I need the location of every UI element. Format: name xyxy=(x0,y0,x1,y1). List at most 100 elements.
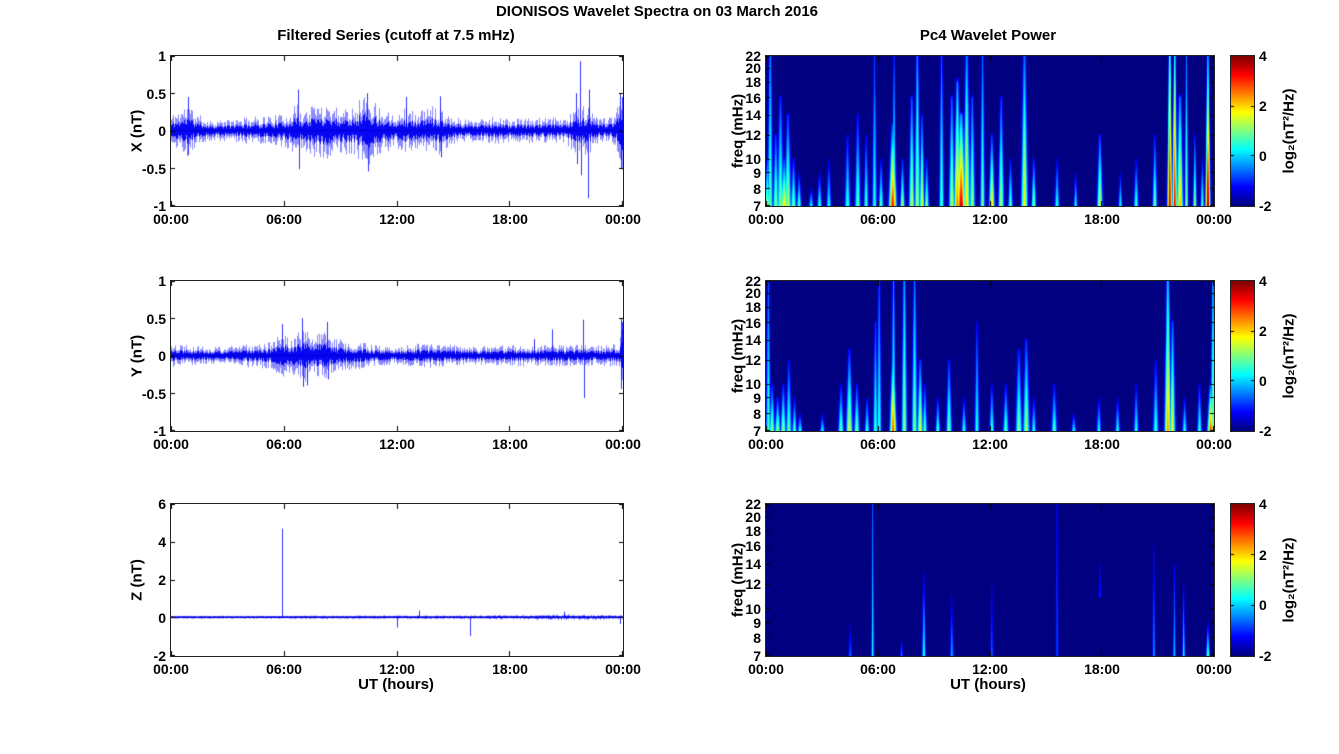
colorbar-tick-label: -2 xyxy=(1259,648,1272,664)
y-spectrogram-canvas xyxy=(766,281,1214,431)
y-axis-label-y: Y (nT) xyxy=(128,334,146,378)
y-tick-label: 6 xyxy=(158,496,166,512)
y-tick-label: 20 xyxy=(745,60,761,77)
y-tick-label: 7 xyxy=(753,198,761,214)
colorbar-x-canvas xyxy=(1231,56,1254,206)
z-spectrogram-canvas xyxy=(766,504,1214,656)
x-spectrogram-canvas xyxy=(766,56,1214,206)
freq-axis-label-x: freq (mHz) xyxy=(729,93,747,169)
y-tick-label: 18 xyxy=(745,74,761,91)
panel-x-spectrogram: freq (mHz) 00:00 06:00 12:00 18:00 00:00 22 20… xyxy=(730,48,1232,227)
freq-axis-label-z: freq (mHz) xyxy=(729,542,747,618)
y-tick-label: 7 xyxy=(753,423,761,439)
x-axis-label-right: UT (hours) xyxy=(950,676,1026,693)
x-tick-label: 00:00 xyxy=(748,661,784,677)
colorbar-x: log₂(nT²/Hz) 4 2 0 -2 xyxy=(1230,48,1298,214)
x-tick-label: 12:00 xyxy=(972,436,1008,452)
colorbar-tick-label: 2 xyxy=(1259,323,1267,339)
colorbar-tick-label: 0 xyxy=(1259,597,1267,614)
y-tick-label: 14 xyxy=(745,332,761,349)
colorbar-label-z: log₂(nT²/Hz) xyxy=(1280,537,1298,623)
colorbar-tick-label: -2 xyxy=(1259,198,1272,214)
y-tick-label: 12 xyxy=(745,352,761,369)
y-tick-label: 16 xyxy=(745,538,761,555)
x-timeseries-canvas xyxy=(171,56,623,206)
x-tick-label: 00:00 xyxy=(1196,436,1232,452)
x-tick-label: 06:00 xyxy=(860,661,896,677)
colorbar-tick-label: 2 xyxy=(1259,98,1267,114)
y-tick-label: -1 xyxy=(153,198,166,214)
panel-x-timeseries: X (nT) 00:00 06:00 12:00 18:00 00:00 1 0.5 0 -0.… xyxy=(129,48,641,227)
colorbar-y-canvas xyxy=(1231,281,1254,431)
y-tick-label: 0 xyxy=(158,610,166,626)
y-tick-label: 10 xyxy=(745,376,761,393)
y-tick-label: 8 xyxy=(753,405,761,422)
x-tick-label: 18:00 xyxy=(1084,211,1120,227)
panel-y-spectrogram: freq (mHz) 00:00 06:00 12:00 18:00 00:00 22 20… xyxy=(730,273,1232,452)
colorbar-tick-label: 0 xyxy=(1259,148,1267,164)
y-tick-label: 9 xyxy=(753,614,761,631)
panel-y-timeseries: Y (nT) 00:00 06:00 12:00 18:00 00:00 1 0.5 0 -0.… xyxy=(129,273,641,452)
y-tick-label: 1 xyxy=(158,273,166,289)
colorbar-tick-label: 2 xyxy=(1259,546,1267,563)
x-tick-label: 18:00 xyxy=(492,436,528,452)
y-tick-label: 9 xyxy=(753,390,761,407)
x-tick-label: 18:00 xyxy=(1084,436,1120,452)
x-tick-label: 18:00 xyxy=(492,211,528,227)
freq-axis-label-y: freq (mHz) xyxy=(729,318,747,394)
x-tick-label: 12:00 xyxy=(972,661,1008,677)
x-tick-label: 00:00 xyxy=(748,211,784,227)
y-tick-label: 10 xyxy=(745,151,761,168)
y-tick-label: -0.5 xyxy=(141,160,166,177)
colorbar-tick-label: 4 xyxy=(1259,48,1267,64)
y-tick-label: -2 xyxy=(153,648,166,664)
y-tick-label: 12 xyxy=(745,127,761,144)
y-tick-label: 20 xyxy=(745,508,761,525)
colorbar-z: log₂(nT²/Hz) 4 2 0 -2 xyxy=(1230,496,1298,664)
x-tick-label: 00:00 xyxy=(1196,661,1232,677)
x-tick-label: 18:00 xyxy=(1084,661,1120,677)
y-tick-label: 10 xyxy=(745,600,761,617)
x-tick-label: 00:00 xyxy=(1196,211,1232,227)
y-tick-label: 18 xyxy=(745,299,761,316)
x-tick-label: 06:00 xyxy=(860,436,896,452)
y-tick-label: 22 xyxy=(745,273,761,289)
y-tick-label: 18 xyxy=(745,522,761,539)
y-tick-label: -0.5 xyxy=(141,385,166,402)
colorbar-y: log₂(nT²/Hz) 4 2 0 -2 xyxy=(1230,273,1298,439)
y-tick-label: 0 xyxy=(158,123,166,139)
y-tick-label: 16 xyxy=(745,314,761,331)
colorbar-tick-label: 4 xyxy=(1259,496,1267,512)
y-tick-label: 8 xyxy=(753,180,761,197)
x-tick-label: 00:00 xyxy=(153,436,189,452)
y-tick-label: 1 xyxy=(158,48,166,64)
y-tick-label: 22 xyxy=(745,496,761,512)
y-tick-label: 0.5 xyxy=(146,310,166,327)
y-tick-label: 14 xyxy=(745,107,761,124)
figure-title: DIONISOS Wavelet Spectra on 03 March 201… xyxy=(495,3,819,20)
x-tick-label: 00:00 xyxy=(748,436,784,452)
x-tick-label: 00:00 xyxy=(605,436,641,452)
y-tick-label: 0 xyxy=(158,348,166,364)
y-timeseries-canvas xyxy=(171,281,623,431)
y-axis-label-x: X (nT) xyxy=(128,109,146,153)
x-tick-label: 12:00 xyxy=(972,211,1008,227)
panel-z-timeseries: Z (nT) 00:00 06:00 12:00 18:00 00:00 6 4 2 0 -2 xyxy=(129,496,641,677)
x-axis-label-left: UT (hours) xyxy=(358,676,434,693)
y-axis-label-z: Z (nT) xyxy=(128,559,146,601)
y-tick-label: 2 xyxy=(158,572,166,588)
z-timeseries-canvas xyxy=(171,504,623,656)
x-tick-label: 06:00 xyxy=(860,211,896,227)
x-tick-label: 12:00 xyxy=(379,211,415,227)
y-tick-label: 22 xyxy=(745,48,761,64)
colorbar-z-canvas xyxy=(1231,504,1254,656)
colorbar-label-y: log₂(nT²/Hz) xyxy=(1280,313,1298,399)
colorbar-tick-label: 4 xyxy=(1259,273,1267,289)
y-tick-label: -1 xyxy=(153,423,166,439)
y-tick-label: 7 xyxy=(753,648,761,664)
y-tick-label: 16 xyxy=(745,89,761,106)
right-column-title: Pc4 Wavelet Power xyxy=(919,27,1057,44)
x-tick-label: 00:00 xyxy=(605,661,641,677)
x-tick-label: 12:00 xyxy=(379,661,415,677)
